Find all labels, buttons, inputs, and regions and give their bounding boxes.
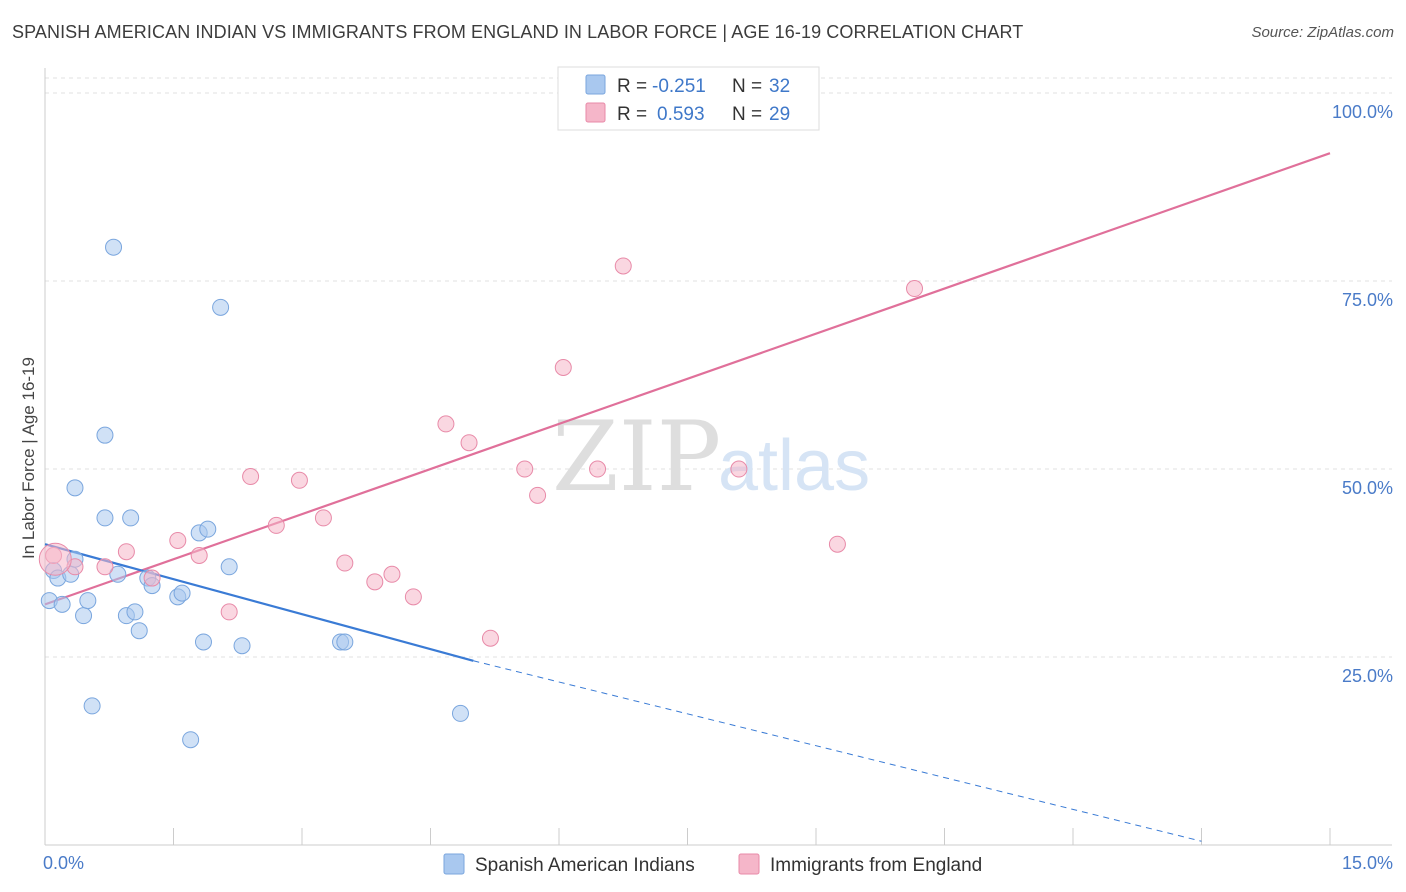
trend-line-spanish-american-indians-extension xyxy=(473,660,1202,842)
point-spanish-american-indian-6 xyxy=(75,607,93,625)
legend-r-value-2: 0.593 xyxy=(657,104,705,125)
point-spanish-american-indian-16 xyxy=(126,603,144,621)
point-immigrant-england-6 xyxy=(190,546,208,564)
point-immigrant-england-17 xyxy=(460,434,478,452)
point-spanish-american-indian-24 xyxy=(199,520,217,538)
legend-n-label-2: N = xyxy=(732,104,762,125)
point-immigrant-england-5 xyxy=(169,531,187,549)
point-immigrant-england-18 xyxy=(481,629,499,647)
point-spanish-american-indian-8 xyxy=(83,697,101,715)
point-immigrant-england-23 xyxy=(614,257,632,275)
axes xyxy=(44,68,1392,846)
point-spanish-american-indian-25 xyxy=(194,633,212,651)
trend-line-immigrants-england xyxy=(44,152,1331,606)
point-spanish-american-indian-11 xyxy=(96,426,114,444)
bottom-legend-label-blue: Spanish American Indians xyxy=(475,855,695,876)
point-spanish-american-indian-30 xyxy=(336,633,354,651)
point-spanish-american-indian-28 xyxy=(233,637,251,655)
bottom-legend-label-pink: Immigrants from England xyxy=(770,855,982,876)
point-immigrant-england-10 xyxy=(290,471,308,489)
point-immigrant-england-4 xyxy=(143,569,161,587)
legend-r-label-1: R = xyxy=(617,76,647,97)
source-label: Source: ZipAtlas.com xyxy=(1251,24,1394,41)
point-spanish-american-indian-27 xyxy=(220,558,238,576)
chart-title: SPANISH AMERICAN INDIAN VS IMMIGRANTS FR… xyxy=(12,22,1024,42)
watermark-zip: ZIP xyxy=(552,401,721,513)
y-tick-label-50: 50.0% xyxy=(1342,478,1393,498)
point-spanish-american-indian-31 xyxy=(451,704,469,722)
legend: R = -0.251 N = 32 R = 0.593 N = 29 xyxy=(557,66,820,131)
point-immigrant-england-11 xyxy=(314,509,332,527)
trend-lines xyxy=(44,152,1331,842)
point-immigrant-england-3 xyxy=(117,543,135,561)
point-immigrant-england-16 xyxy=(437,415,455,433)
point-spanish-american-indian-17 xyxy=(130,622,148,640)
legend-swatch-blue xyxy=(585,74,606,95)
point-spanish-american-indian-26 xyxy=(212,298,230,316)
y-tick-labels: 25.0% 50.0% 75.0% 100.0% xyxy=(1332,102,1393,686)
point-immigrant-england-22 xyxy=(589,460,607,478)
point-immigrant-england-13 xyxy=(366,573,384,591)
point-immigrant-england-28 xyxy=(38,542,72,576)
point-spanish-american-indian-22 xyxy=(182,731,200,749)
point-immigrant-england-26 xyxy=(828,535,846,553)
legend-swatch-pink xyxy=(585,102,606,123)
point-immigrant-england-20 xyxy=(529,486,547,504)
legend-n-value-2: 29 xyxy=(769,104,790,125)
point-immigrant-england-21 xyxy=(554,359,572,377)
point-immigrant-england-27 xyxy=(906,280,924,298)
point-immigrant-england-19 xyxy=(516,460,534,478)
x-tick-label-max: 15.0% xyxy=(1342,853,1393,873)
legend-n-value-1: 32 xyxy=(769,76,790,97)
legend-n-label-1: N = xyxy=(732,76,762,97)
trend-line-spanish-american-indians xyxy=(44,543,474,662)
point-spanish-american-indian-21 xyxy=(173,584,191,602)
y-tick-label-25: 25.0% xyxy=(1342,666,1393,686)
point-immigrant-england-14 xyxy=(383,565,401,583)
point-spanish-american-indian-7 xyxy=(79,592,97,610)
bottom-legend: Spanish American Indians Immigrants from… xyxy=(443,853,982,876)
data-points xyxy=(38,84,924,749)
point-spanish-american-indian-15 xyxy=(122,509,140,527)
point-spanish-american-indian-13 xyxy=(109,565,127,583)
point-immigrant-england-7 xyxy=(220,603,238,621)
point-immigrant-england-9 xyxy=(267,516,285,534)
bottom-legend-swatch-blue xyxy=(443,853,465,875)
y-tick-label-100: 100.0% xyxy=(1332,102,1393,122)
legend-r-label-2: R = xyxy=(617,104,647,125)
y-axis-title: In Labor Force | Age 16-19 xyxy=(19,357,38,559)
point-immigrant-england-25 xyxy=(730,460,748,478)
bottom-legend-swatch-pink xyxy=(738,853,760,875)
point-immigrant-england-12 xyxy=(336,554,354,572)
point-spanish-american-indian-12 xyxy=(105,238,123,256)
legend-r-value-1: -0.251 xyxy=(652,76,706,97)
x-tick-label-min: 0.0% xyxy=(43,853,84,873)
point-immigrant-england-8 xyxy=(242,468,260,486)
point-immigrant-england-2 xyxy=(96,558,114,576)
point-spanish-american-indian-3 xyxy=(53,595,71,613)
y-tick-label-75: 75.0% xyxy=(1342,290,1393,310)
x-tick-labels: 0.0% 15.0% xyxy=(43,853,1393,873)
point-spanish-american-indian-10 xyxy=(96,509,114,527)
point-spanish-american-indian-9 xyxy=(66,479,84,497)
point-immigrant-england-15 xyxy=(404,588,422,606)
